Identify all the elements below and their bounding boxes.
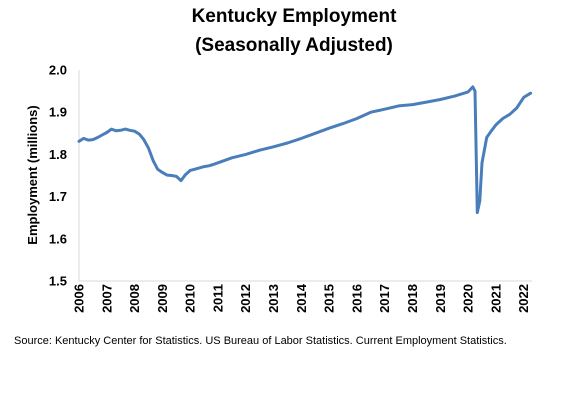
- x-tick-label: 2006: [72, 284, 87, 313]
- x-tick-label: 2014: [294, 283, 309, 313]
- employment-line-chart: Kentucky Employment (Seasonally Adjusted…: [25, 6, 533, 313]
- y-tick-label: 1.7: [49, 189, 67, 204]
- x-tick-label: 2009: [155, 284, 170, 313]
- x-tick-label: 2019: [433, 284, 448, 313]
- source-note: Source: Kentucky Center for Statistics. …: [14, 335, 507, 347]
- x-tick-label: 2016: [349, 284, 364, 313]
- x-tick-label: 2020: [461, 284, 476, 313]
- x-tick-label: 2008: [127, 284, 142, 313]
- x-tick-label: 2015: [322, 284, 337, 313]
- y-tick-label: 1.8: [49, 147, 67, 162]
- x-tick-label: 2013: [266, 284, 281, 313]
- y-tick-label: 1.6: [49, 231, 67, 246]
- y-axis-label: Employment (millions): [25, 105, 40, 244]
- x-tick-label: 2011: [210, 284, 225, 312]
- x-tick-label: 2018: [405, 284, 420, 313]
- chart-subtitle: (Seasonally Adjusted): [195, 35, 393, 56]
- x-tick-labels: 2006 2007 2008 2009 2010 2011 2012 2013 2014 2015…: [72, 283, 532, 313]
- x-tick-label: 2017: [377, 284, 392, 313]
- x-tick-label: 2022: [516, 284, 531, 313]
- series-line: [77, 85, 533, 215]
- y-tick-labels: 1.5 1.6 1.7 1.8 1.9 2.0: [49, 63, 67, 289]
- y-tick-label: 1.5: [49, 274, 67, 289]
- x-tick-label: 2021: [488, 284, 503, 313]
- y-tick-label: 1.9: [49, 105, 67, 120]
- y-tick-label: 2.0: [49, 63, 67, 78]
- chart-title: Kentucky Employment: [192, 6, 397, 27]
- x-tick-label: 2010: [183, 284, 198, 313]
- x-tick-label: 2007: [99, 284, 114, 313]
- x-tick-label: 2012: [238, 284, 253, 313]
